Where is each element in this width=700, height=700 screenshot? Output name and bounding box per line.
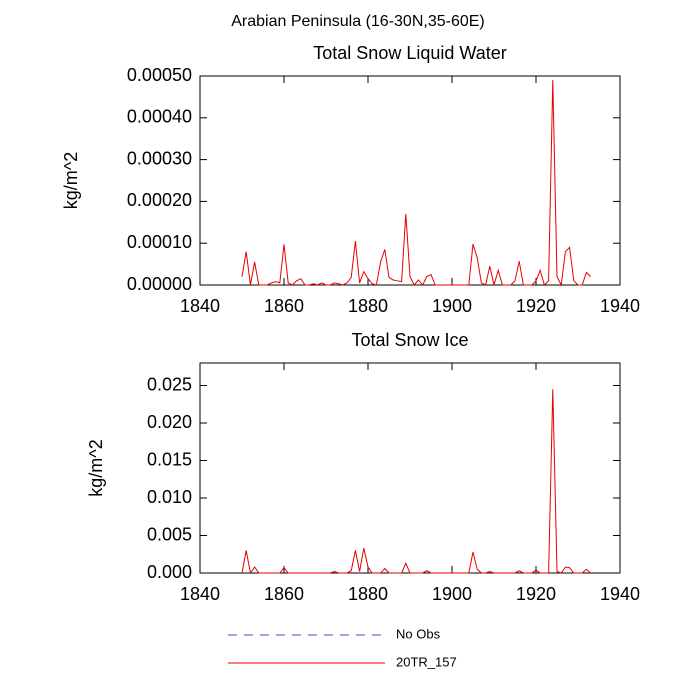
y-axis-label: kg/m^2	[61, 152, 81, 209]
y-tick-label: 0.010	[147, 487, 192, 507]
y-tick-label: 0.000	[147, 562, 192, 582]
chart-title: Total Snow Liquid Water	[313, 43, 506, 63]
y-axis-label: kg/m^2	[86, 439, 106, 496]
y-tick-label: 0.025	[147, 374, 192, 394]
x-tick-label: 1880	[348, 584, 388, 604]
figure-title: Arabian Peninsula (16-30N,35-60E)	[231, 13, 484, 30]
chart-title: Total Snow Ice	[351, 330, 468, 350]
plot-frame	[199, 75, 621, 286]
y-tick-label: 0.005	[147, 524, 192, 544]
x-tick-label: 1860	[264, 584, 304, 604]
y-tick-label: 0.00040	[127, 107, 192, 127]
x-tick-label: 1900	[432, 296, 472, 316]
legend-label: No Obs	[396, 626, 441, 641]
x-tick-label: 1920	[516, 296, 556, 316]
legend-label: 20TR_157	[396, 654, 457, 669]
y-tick-label: 0.020	[147, 412, 192, 432]
x-tick-label: 1880	[348, 296, 388, 316]
x-tick-label: 1840	[180, 296, 220, 316]
x-tick-label: 1840	[180, 584, 220, 604]
x-tick-label: 1940	[600, 296, 640, 316]
x-tick-label: 1940	[600, 584, 640, 604]
data-line	[241, 80, 591, 287]
y-tick-label: 0.00000	[127, 274, 192, 294]
y-tick-label: 0.00050	[127, 65, 192, 85]
data-line	[241, 389, 591, 575]
x-tick-label: 1900	[432, 584, 472, 604]
plot-frame	[199, 362, 621, 574]
y-tick-label: 0.00010	[127, 232, 192, 252]
y-tick-label: 0.00030	[127, 148, 192, 168]
y-tick-label: 0.00020	[127, 190, 192, 210]
y-tick-label: 0.015	[147, 449, 192, 469]
x-tick-label: 1860	[264, 296, 304, 316]
x-tick-label: 1920	[516, 584, 556, 604]
